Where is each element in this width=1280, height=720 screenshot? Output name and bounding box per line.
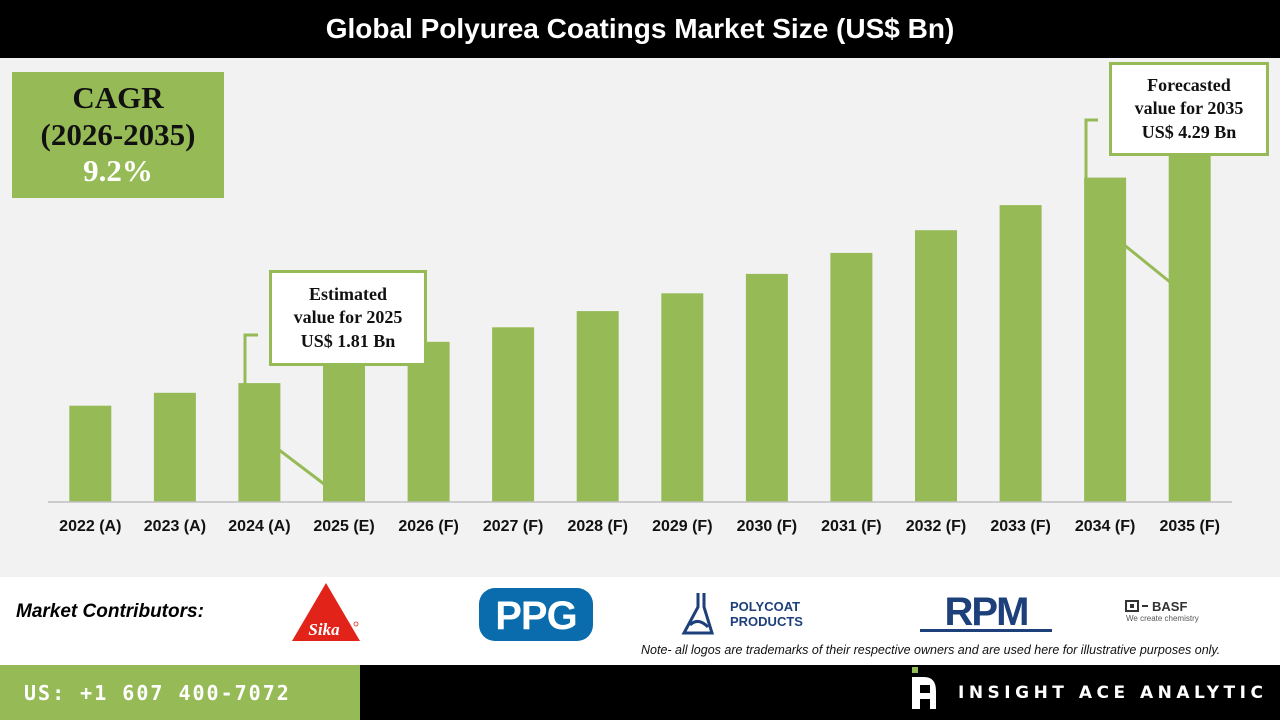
estimated-callout-leader	[243, 333, 325, 486]
x-tick-label-7: 2029 (F)	[652, 518, 712, 535]
contact-phone: US: +1 607 400-7072	[0, 665, 360, 720]
polycoat-logo-line2: PRODUCTS	[730, 614, 803, 629]
brand-name: INSIGHT ACE ANALYTIC	[958, 683, 1268, 703]
bar-chart: 2022 (A) 2023 (A) 2024 (A) 2025 (E) 2026 (F)…	[48, 118, 1232, 535]
bar-1	[153, 392, 196, 502]
x-tick-label-6: 2028 (F)	[567, 518, 627, 535]
x-tick-label-9: 2031 (F)	[821, 518, 881, 535]
market-contributors-label: Market Contributors:	[16, 601, 204, 622]
bar-10	[915, 230, 957, 502]
cagr-box: CAGR (2026-2035) 9.2%	[12, 72, 224, 198]
forecasted-value-callout: Forecasted value for 2035 US$ 4.29 Bn	[1109, 62, 1269, 156]
bar-13	[1168, 155, 1211, 502]
x-tick-label-3: 2025 (E)	[313, 518, 374, 535]
rpm-logo: RPM	[920, 591, 1052, 633]
page-title: Global Polyurea Coatings Market Size (US…	[325, 13, 955, 44]
x-tick-label-8: 2030 (F)	[737, 518, 797, 535]
bar-7	[661, 293, 704, 502]
sika-logo-text: Sika	[308, 620, 340, 639]
rpm-logo-text: RPM	[945, 591, 1028, 633]
x-tick-label-12: 2034 (F)	[1075, 518, 1135, 535]
estimated-callout-line1: Estimated	[309, 283, 387, 304]
cagr-title: CAGR	[72, 80, 164, 116]
bar-12	[1084, 177, 1127, 502]
forecasted-callout-line1: Forecasted	[1147, 74, 1231, 95]
bar-6	[576, 311, 619, 502]
cagr-value: 9.2%	[83, 153, 153, 189]
x-tick-label-4: 2026 (F)	[398, 518, 458, 535]
x-tick-label-13: 2035 (F)	[1159, 518, 1219, 535]
estimated-callout-line2: value for 2025	[293, 307, 403, 328]
ppg-logo: PPG	[479, 588, 593, 641]
bar-11	[999, 205, 1042, 502]
x-tick-label-5: 2027 (F)	[483, 518, 543, 535]
header-bar: Global Polyurea Coatings Market Size (US…	[0, 0, 1280, 58]
bar-3	[323, 355, 365, 502]
bar-5	[492, 327, 535, 502]
forecasted-callout-line2: value for 2035	[1134, 98, 1244, 119]
estimated-value-callout: Estimated value for 2025 US$ 1.81 Bn	[269, 270, 427, 366]
bar-8	[745, 273, 788, 502]
cagr-period: (2026-2035)	[40, 116, 196, 152]
x-tick-labels: 2022 (A) 2023 (A) 2024 (A) 2025 (E) 2026 (F)…	[59, 518, 1220, 535]
x-tick-label-10: 2032 (F)	[906, 518, 966, 535]
polycoat-products-logo: POLYCOAT PRODUCTS	[681, 593, 803, 635]
market-contributors-section: Market Contributors: Sika PPG POLYCOAT P…	[0, 577, 1280, 665]
x-tick-label-0: 2022 (A)	[59, 518, 121, 535]
bar-0	[69, 405, 112, 502]
bar-4	[407, 341, 450, 502]
basf-logo-text: BASF	[1152, 599, 1187, 614]
bars-group	[69, 155, 1211, 502]
sika-logo: Sika	[292, 583, 360, 641]
x-tick-label-11: 2033 (F)	[990, 518, 1050, 535]
basf-logo: BASF We create chemistry	[1125, 599, 1199, 623]
chart-area: 2022 (A) 2023 (A) 2024 (A) 2025 (E) 2026 (F)…	[0, 58, 1280, 577]
bar-9	[830, 252, 873, 502]
x-tick-label-2: 2024 (A)	[228, 518, 290, 535]
x-tick-label-1: 2023 (A)	[144, 518, 206, 535]
estimated-callout-line3: US$ 1.81 Bn	[300, 330, 396, 351]
forecasted-callout-leader	[1084, 118, 1171, 284]
forecasted-callout-line3: US$ 4.29 Bn	[1141, 121, 1237, 142]
ppg-logo-text: PPG	[495, 594, 576, 638]
footer-brand-bar: INSIGHT ACE ANALYTIC	[360, 665, 1280, 720]
basf-logo-tagline: We create chemistry	[1126, 614, 1199, 623]
insight-ace-logo-icon	[912, 667, 936, 709]
polycoat-logo-line1: POLYCOAT	[730, 599, 800, 614]
trademark-note: Note- all logos are trademarks of their …	[641, 643, 1221, 657]
